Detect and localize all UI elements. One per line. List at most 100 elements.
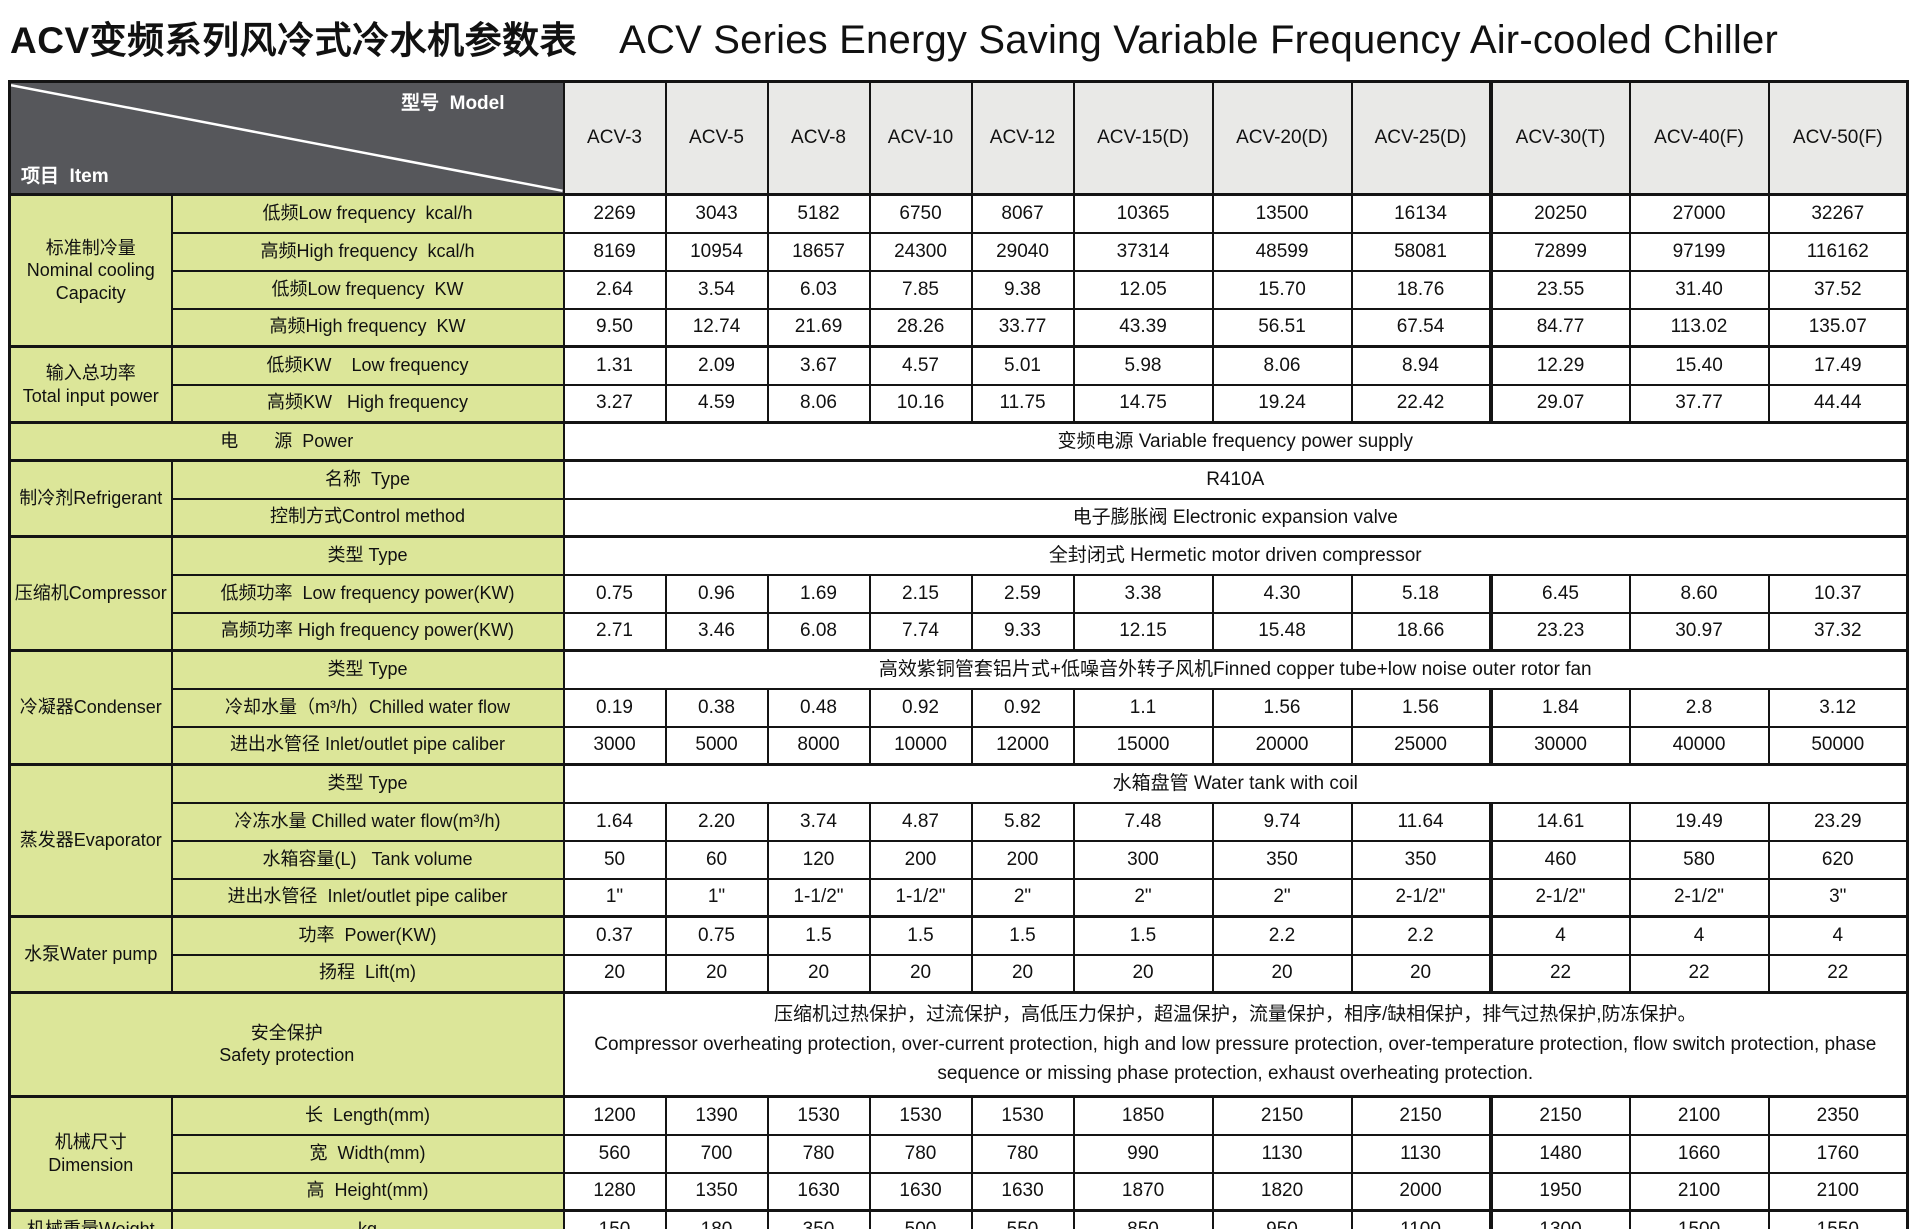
group-cell: 冷凝器Condenser xyxy=(8,649,173,766)
value-cell: 550 xyxy=(970,1209,1075,1229)
value-cell: 2.20 xyxy=(664,801,769,842)
group-cell: 蒸发器Evaporator xyxy=(8,763,173,918)
value-cell: 0.37 xyxy=(562,915,667,956)
model-header: ACV-3 xyxy=(562,80,667,196)
table-row: 制冷剂Refrigerant 名称 Type R410A xyxy=(8,459,1909,538)
model-header: ACV-50(F) xyxy=(1767,80,1909,196)
value-cell: 150 xyxy=(562,1209,667,1229)
value-cell: 580 xyxy=(1628,839,1770,880)
value-cell: 3.67 xyxy=(766,345,871,386)
value-cell: 2000 xyxy=(1350,1171,1492,1212)
value-cell: 12.15 xyxy=(1072,611,1214,652)
row-label-cell: 电 源 Power xyxy=(8,421,565,462)
row-label-cell: kg xyxy=(170,1209,565,1229)
value-cell: 15.40 xyxy=(1628,345,1770,386)
model-header-row: 型号 Model 项目 Item ACV-3 ACV-5 ACV-8 ACV-10 AC… xyxy=(8,80,1909,196)
text-line: 安全保护 xyxy=(250,1022,323,1043)
text-line: 低频功率 Low frequency power(KW) xyxy=(220,582,515,603)
value-cell: 1630 xyxy=(868,1171,973,1212)
spec-table-body: 标准制冷量 Nominal cooling Capacity 低频Low freque… xyxy=(8,193,1909,1229)
value-cell: 31.40 xyxy=(1628,269,1770,310)
value-cell: 28.26 xyxy=(868,307,973,348)
value-cell: 20 xyxy=(562,953,667,994)
row-label-cell: 高频功率 High frequency power(KW) xyxy=(170,611,565,652)
value-cell: 32267 xyxy=(1767,193,1909,234)
text-line: 高频功率 High frequency power(KW) xyxy=(220,620,515,641)
value-cell: 22.42 xyxy=(1350,383,1492,424)
value-cell: 0.48 xyxy=(766,687,871,728)
text-line: 控制方式Control method xyxy=(269,506,466,527)
value-cell: 6750 xyxy=(868,193,973,234)
table-row: 水泵Water pump 功率 Power(KW) 0.37 0.75 1.5 1.5 1.… xyxy=(8,915,1909,994)
text-line: R410A xyxy=(1206,469,1265,491)
value-cell: 4.30 xyxy=(1211,573,1353,614)
value-cell: 2.59 xyxy=(970,573,1075,614)
row-label-cell: 高频KW High frequency xyxy=(170,383,565,424)
text-line: 低频Low frequency KW xyxy=(271,278,464,299)
value-cell: 3000 xyxy=(562,725,667,766)
text-line: 压缩机Compressor xyxy=(14,583,167,604)
value-cell: 120 xyxy=(766,839,871,880)
value-cell: 1200 xyxy=(562,1095,667,1136)
corner-header-cell: 型号 Model 项目 Item xyxy=(8,80,565,196)
value-cell: 1950 xyxy=(1488,1171,1631,1212)
value-cell: 11.75 xyxy=(970,383,1075,424)
value-cell: 1870 xyxy=(1072,1171,1214,1212)
value-cell: 1.31 xyxy=(562,345,667,386)
text-line: 宽 Width(mm) xyxy=(309,1142,426,1163)
value-cell: 0.96 xyxy=(664,573,769,614)
corner-model-label: 型号 Model xyxy=(401,93,505,114)
value-cell: 1.1 xyxy=(1072,687,1214,728)
text-line: 变频电源 Variable frequency power supply xyxy=(1057,430,1414,452)
table-row: 安全保护 Safety protection 压缩机过热保护，过流保护，高低压力保护… xyxy=(8,991,1909,1098)
value-cell: 21.69 xyxy=(766,307,871,348)
value-cell: 200 xyxy=(868,839,973,880)
text-line: 高效紫铜管套铝片式+低噪音外转子风机Finned copper tube+low… xyxy=(878,659,1592,681)
value-cell: 4.57 xyxy=(868,345,973,386)
value-cell: 50 xyxy=(562,839,667,880)
value-cell: 20 xyxy=(1350,953,1492,994)
table-row: 低频Low frequency KW 2.64 3.54 6.03 7.85 9.38 12… xyxy=(10,269,1909,310)
text-line: 水箱盘管 Water tank with coil xyxy=(1112,773,1358,795)
value-cell: 3.74 xyxy=(766,801,871,842)
text-line: 高频High frequency kcal/h xyxy=(260,240,475,261)
value-cell: 5182 xyxy=(766,193,871,234)
value-cell: 1.5 xyxy=(1072,915,1214,956)
value-cell: 4 xyxy=(1628,915,1770,956)
value-cell: 19.49 xyxy=(1628,801,1770,842)
value-cell: 1-1/2" xyxy=(868,877,973,918)
row-label-cell: 进出水管径 Inlet/outlet pipe caliber xyxy=(170,877,565,918)
text-line: 蒸发器Evaporator xyxy=(19,830,162,851)
value-cell: 8.06 xyxy=(766,383,871,424)
value-cell: 15.70 xyxy=(1211,269,1353,310)
value-cell: 200 xyxy=(970,839,1075,880)
value-cell: 17.49 xyxy=(1767,345,1909,386)
value-cell: 1760 xyxy=(1767,1133,1909,1174)
text-line: 全封闭式 Hermetic motor driven compressor xyxy=(1048,545,1422,567)
value-cell: 1300 xyxy=(1488,1209,1631,1229)
text-line: 冷却水量（m³/h）Chilled water flow xyxy=(224,696,511,717)
model-header: ACV-30(T) xyxy=(1488,80,1631,196)
value-cell: 4 xyxy=(1767,915,1909,956)
table-row: 标准制冷量 Nominal cooling Capacity 低频Low freque… xyxy=(8,193,1909,348)
table-row: 压缩机Compressor 类型 Type 全封闭式 Hermetic motor … xyxy=(8,535,1909,652)
table-row: 扬程 Lift(m) 20 20 20 20 20 20 20 20 22 22 22 xyxy=(10,953,1909,994)
text-line: 扬程 Lift(m) xyxy=(319,962,416,983)
value-cell: 350 xyxy=(766,1209,871,1229)
value-cell: 780 xyxy=(766,1133,871,1174)
table-row: 输入总功率 Total input power 低频KW Low frequency… xyxy=(8,345,1909,424)
text-line: 冷凝器Condenser xyxy=(19,697,162,718)
value-cell: 0.38 xyxy=(664,687,769,728)
value-cell: 1.56 xyxy=(1350,687,1492,728)
text-line: 高 Height(mm) xyxy=(306,1180,429,1201)
value-cell: 58081 xyxy=(1350,231,1492,272)
text-line: 低频Low frequency kcal/h xyxy=(262,202,473,223)
span-value-cell: 变频电源 Variable frequency power supply xyxy=(562,421,1909,462)
row-label-cell: 低频功率 Low frequency power(KW) xyxy=(170,573,565,614)
value-cell: 10954 xyxy=(664,231,769,272)
value-cell: 0.19 xyxy=(562,687,667,728)
table-row: 高频功率 High frequency power(KW) 2.71 3.46 6.0… xyxy=(10,611,1909,652)
text-line: 高频KW High frequency xyxy=(266,392,469,413)
value-cell: 2-1/2" xyxy=(1350,877,1492,918)
table-row: 水箱容量(L) Tank volume 50 60 120 200 200 300 350 35… xyxy=(10,839,1909,880)
